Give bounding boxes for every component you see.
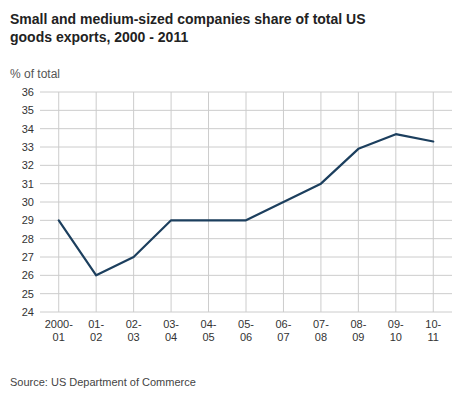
grid-line (133, 92, 134, 312)
grid-line (433, 92, 434, 312)
grid-line (358, 92, 359, 312)
grid-line (58, 92, 59, 312)
grid-line (395, 92, 396, 312)
chart-container: Small and medium-sized companies share o… (0, 0, 463, 396)
x-tick-label: 03-04 (163, 318, 179, 343)
x-tick-label: 06-07 (276, 318, 292, 343)
y-tick-label: 34 (22, 123, 34, 135)
source: Source: US Department of Commerce (10, 376, 196, 388)
x-tick-label: 05-06 (238, 318, 254, 343)
grid-line (320, 92, 321, 312)
y-tick-label: 31 (22, 178, 34, 190)
line (59, 134, 434, 275)
y-tick-label: 33 (22, 141, 34, 153)
y-tick-label: 36 (22, 86, 34, 98)
x-tick-label: 08-09 (350, 318, 366, 343)
grid-line (96, 92, 97, 312)
y-tick-label: 28 (22, 233, 34, 245)
x-tick-label: 01-02 (88, 318, 104, 343)
grid-line (171, 92, 172, 312)
y-tick-label: 30 (22, 196, 34, 208)
x-tick-label: 09-10 (388, 318, 404, 343)
y-tick-label: 27 (22, 251, 34, 263)
grid (40, 92, 452, 312)
x-tick-label: 07-08 (313, 318, 329, 343)
grid-line (246, 92, 247, 312)
title: Small and medium-sized companies share o… (10, 11, 366, 45)
x-tick-label: 10-11 (425, 318, 441, 343)
y-tick-label: 24 (22, 306, 34, 318)
y-tick-label: 35 (22, 104, 34, 116)
x-tick-label: 02-03 (126, 318, 142, 343)
x-tick-label: 2000-01 (45, 318, 73, 343)
axes: 24 25 26 27 28 29 30 31 32 33 34 35 36 2000-01 01-02 02… (22, 86, 442, 343)
grid-line (208, 92, 209, 312)
x-tick-label: 04-05 (201, 318, 217, 343)
plot-area (59, 134, 434, 275)
y-tick-label: 26 (22, 269, 34, 281)
y-tick-label: 25 (22, 288, 34, 300)
chart: Small and medium-sized companies share o… (0, 0, 463, 396)
y-tick-label: 32 (22, 159, 34, 171)
y-tick-label: 29 (22, 214, 34, 226)
y-axis-label: % of total (10, 67, 60, 81)
